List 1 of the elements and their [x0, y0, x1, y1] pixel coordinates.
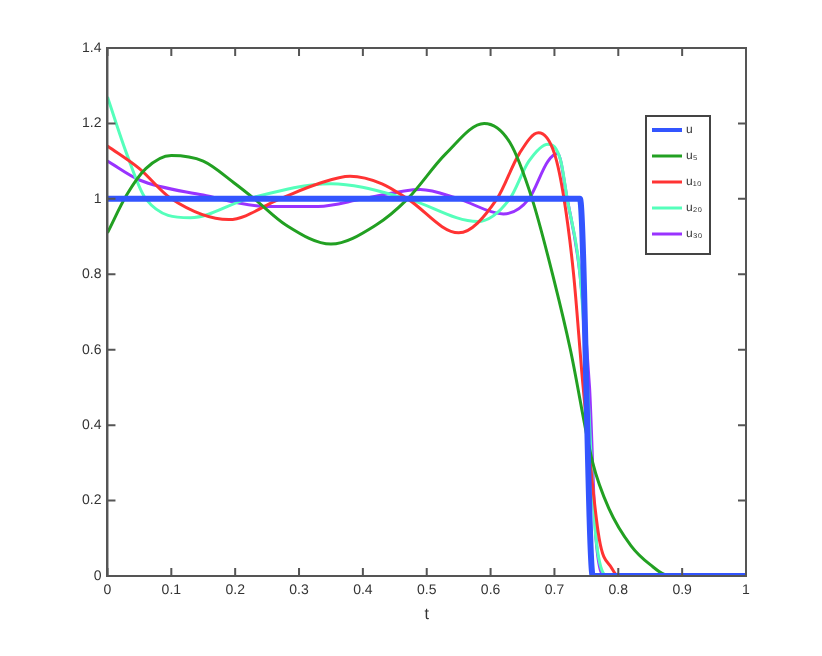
x-axis-title: t — [424, 604, 431, 623]
